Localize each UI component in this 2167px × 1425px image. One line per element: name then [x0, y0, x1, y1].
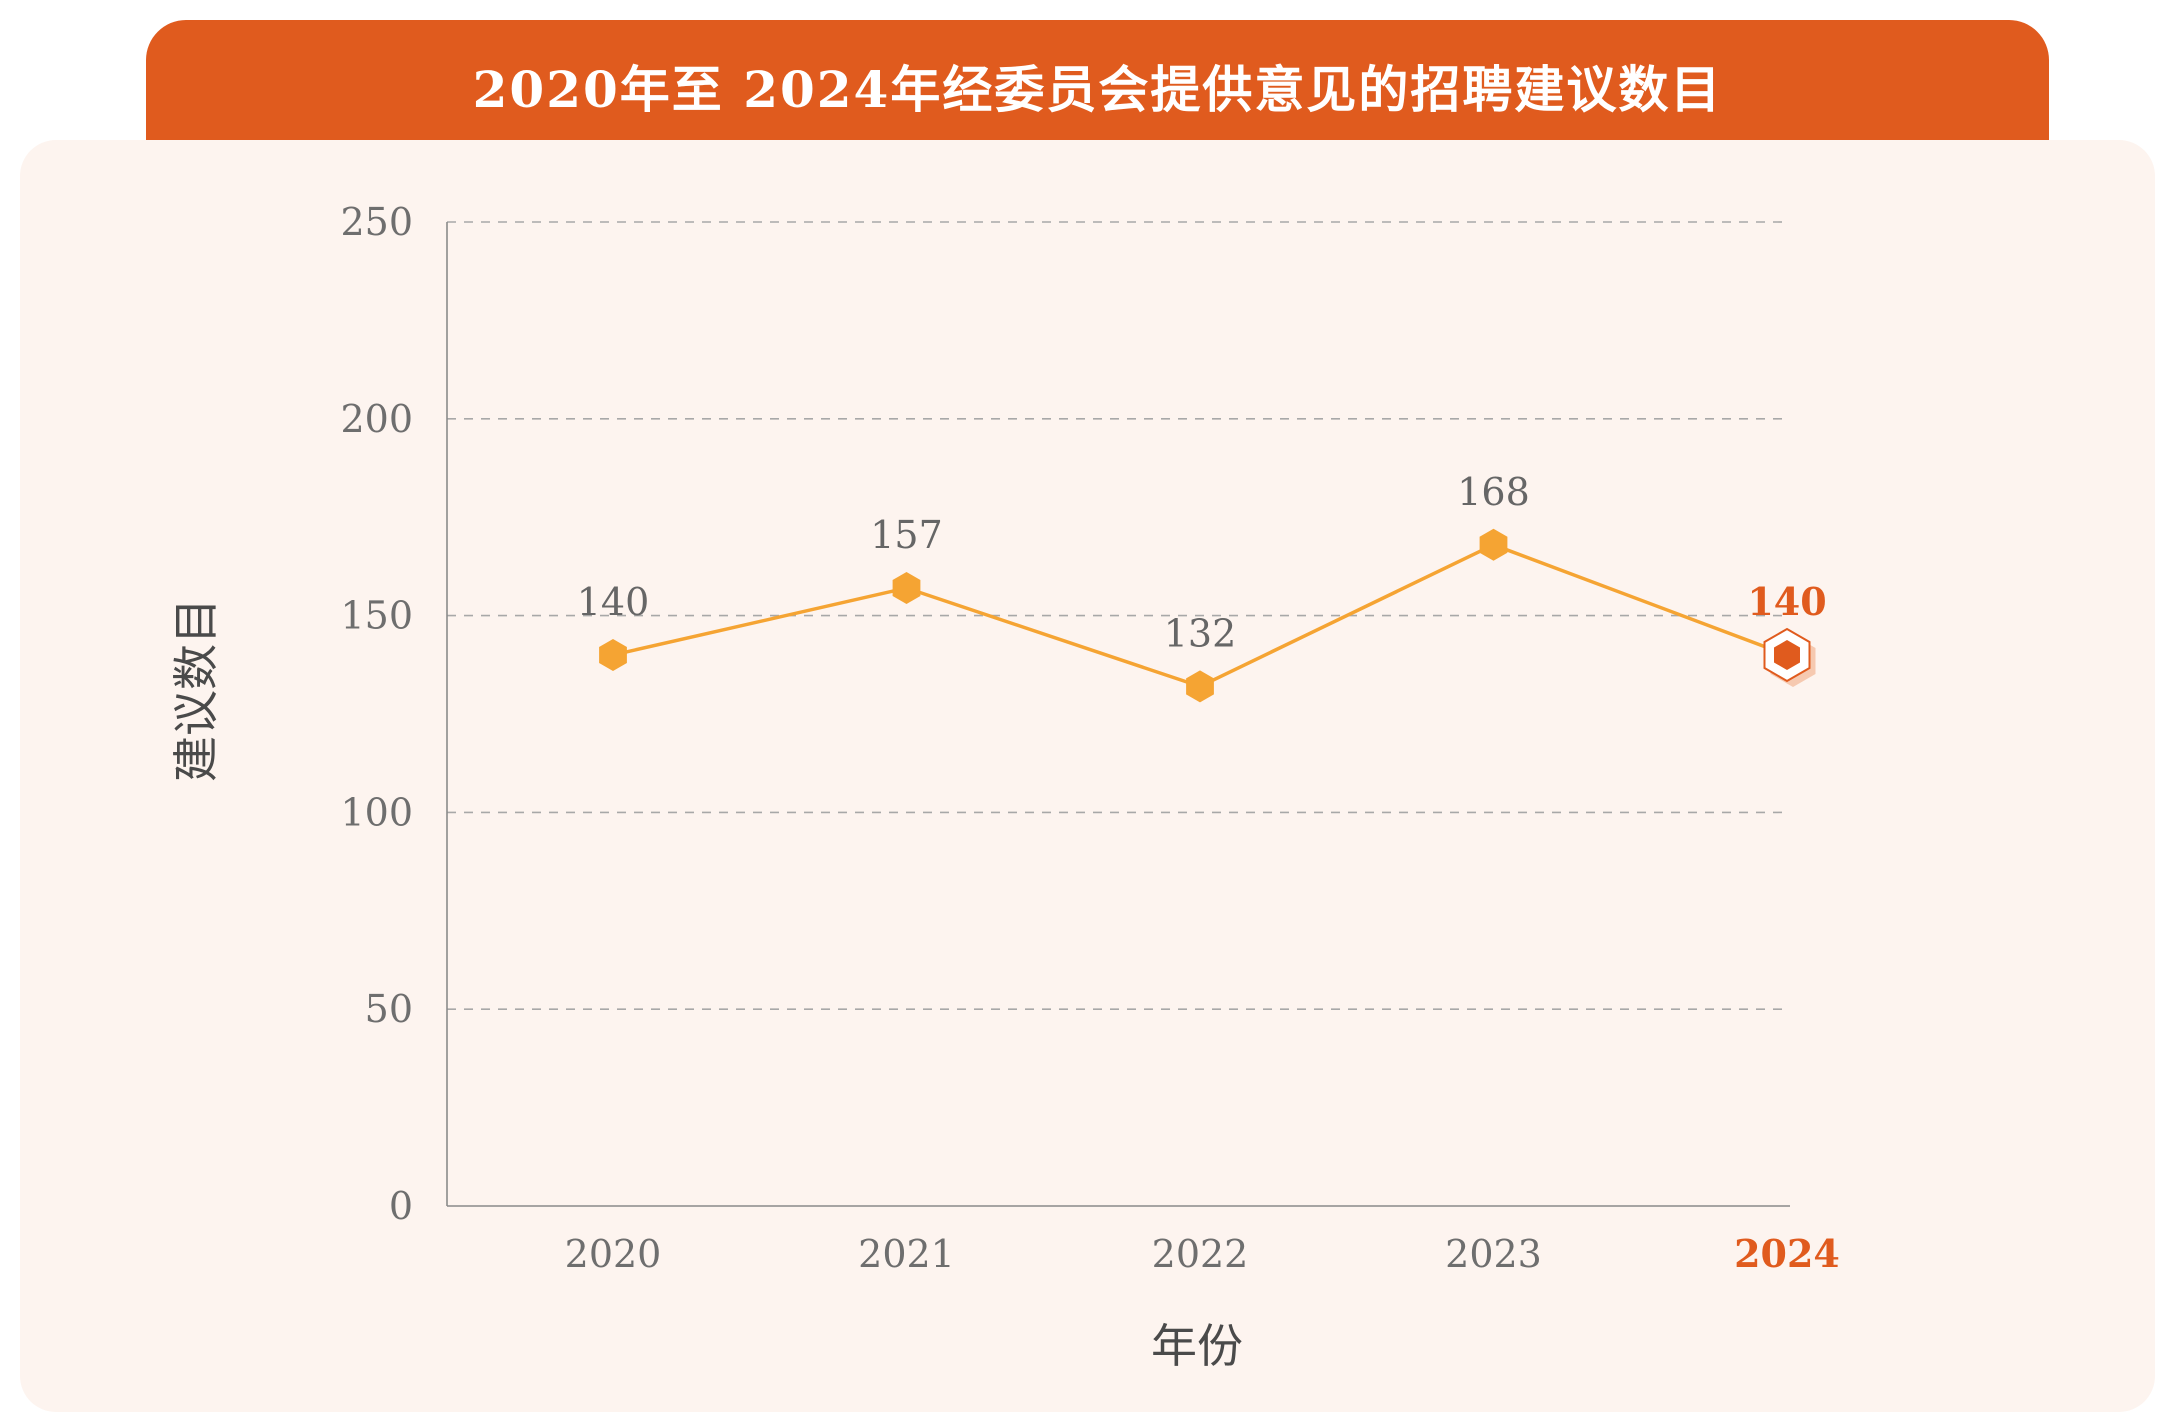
data-label: 140 — [577, 580, 650, 624]
y-tick-label: 150 — [340, 594, 413, 638]
data-points — [599, 528, 1816, 703]
y-axis-title: 建议数目 — [169, 598, 223, 782]
y-tick-label: 200 — [340, 397, 413, 441]
x-tick-label: 2023 — [1445, 1232, 1542, 1276]
x-tick-labels: 2020 2021 2022 2023 2024 — [565, 1231, 1840, 1276]
axes — [446, 222, 1790, 1207]
data-point — [1774, 640, 1800, 670]
data-label: 132 — [1164, 611, 1237, 655]
y-tick-label: 50 — [365, 987, 413, 1031]
data-label: 157 — [870, 513, 943, 557]
data-point — [1186, 670, 1214, 703]
x-tick-label: 2020 — [565, 1232, 662, 1276]
y-tick-label: 0 — [389, 1184, 413, 1228]
chart-panel — [20, 140, 2155, 1412]
data-point — [599, 639, 627, 671]
y-tick-label: 100 — [340, 790, 413, 834]
data-labels: 140 157 132 168 140 — [577, 470, 1827, 656]
x-tick-label: 2024 — [1734, 1231, 1840, 1276]
x-axis-title: 年份 — [1151, 1319, 1243, 1373]
y-tick-labels: 0 50 100 150 200 250 — [340, 200, 413, 1228]
data-label: 168 — [1457, 470, 1530, 514]
data-label: 140 — [1747, 579, 1826, 624]
data-point — [1479, 528, 1508, 561]
x-tick-label: 2022 — [1152, 1232, 1249, 1276]
data-point — [892, 572, 921, 604]
chart-title: 2020年至 2024年经委员会提供意见的招聘建议数目 — [472, 60, 1723, 119]
gridlines — [447, 221, 1790, 1011]
y-tick-label: 250 — [340, 200, 413, 244]
x-tick-label: 2021 — [858, 1232, 955, 1276]
